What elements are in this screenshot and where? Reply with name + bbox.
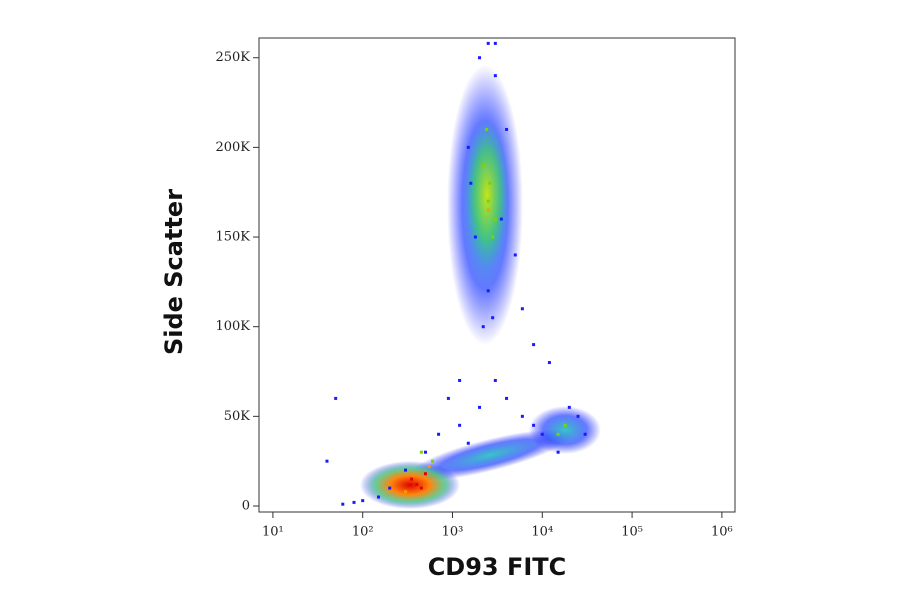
data-point (491, 235, 495, 239)
data-point (352, 500, 356, 504)
data-point (485, 127, 489, 131)
data-point (520, 414, 524, 418)
data-point (556, 432, 560, 436)
y-tick-label: 250K (215, 50, 250, 65)
plot-frame (258, 37, 736, 513)
data-point (505, 396, 509, 400)
data-point (532, 343, 536, 347)
data-point (567, 405, 571, 409)
y-tick-label: 50K (224, 409, 251, 424)
data-point (431, 459, 435, 463)
density-clouds (360, 65, 601, 509)
data-point (466, 441, 470, 445)
data-point (404, 490, 408, 494)
y-tick-label: 200K (215, 140, 250, 155)
x-tick-label: 10⁴ (531, 525, 553, 540)
data-point (499, 217, 503, 221)
data-point (493, 378, 497, 382)
data-point (486, 41, 490, 45)
data-point (404, 468, 408, 472)
data-point (419, 450, 423, 454)
density-cloud (407, 429, 573, 481)
data-point (478, 56, 482, 60)
data-point (486, 208, 490, 212)
data-point (427, 465, 431, 469)
data-point (576, 414, 580, 418)
data-point (437, 432, 441, 436)
data-point (547, 361, 551, 365)
data-point (388, 486, 392, 490)
data-point (478, 405, 482, 409)
data-point (458, 378, 462, 382)
data-point (513, 253, 517, 257)
y-tick-label: 100K (215, 319, 250, 334)
data-point (446, 396, 450, 400)
data-point (486, 289, 490, 293)
data-point (493, 74, 497, 78)
density-cloud (465, 120, 509, 270)
x-tick-label: 10² (352, 525, 374, 540)
data-point (423, 450, 427, 454)
data-point (505, 127, 509, 131)
data-point (532, 423, 536, 427)
y-axis-title: Side Scatter (160, 189, 188, 355)
data-point (486, 199, 490, 203)
data-point (423, 472, 427, 476)
data-point (493, 217, 497, 221)
data-point (473, 235, 477, 239)
data-point (481, 163, 485, 167)
data-point (458, 423, 462, 427)
data-point (488, 181, 492, 185)
data-point (520, 307, 524, 311)
density-cloud (360, 461, 460, 509)
x-tick-label: 10⁶ (711, 525, 733, 540)
data-point (469, 181, 473, 185)
density-cloud (529, 406, 601, 454)
data-point (583, 432, 587, 436)
data-point (325, 459, 329, 463)
x-tick-label: 10¹ (262, 525, 284, 540)
data-point (493, 41, 497, 45)
x-tick-label: 10⁵ (621, 525, 643, 540)
data-point (481, 325, 485, 329)
data-point (377, 495, 381, 499)
data-point (491, 316, 495, 320)
data-point (410, 477, 414, 481)
y-tick-label: 0 (242, 498, 250, 513)
data-point (361, 499, 365, 503)
data-point (341, 502, 345, 506)
data-point (563, 423, 567, 427)
x-tick-label: 10³ (442, 525, 464, 540)
data-point (415, 482, 419, 486)
data-point (556, 450, 560, 454)
y-tick-label: 150K (215, 230, 250, 245)
data-point (540, 432, 544, 436)
data-point (466, 145, 470, 149)
x-axis-title: CD93 FITC (428, 553, 567, 581)
data-point (419, 486, 423, 490)
data-point (334, 396, 338, 400)
